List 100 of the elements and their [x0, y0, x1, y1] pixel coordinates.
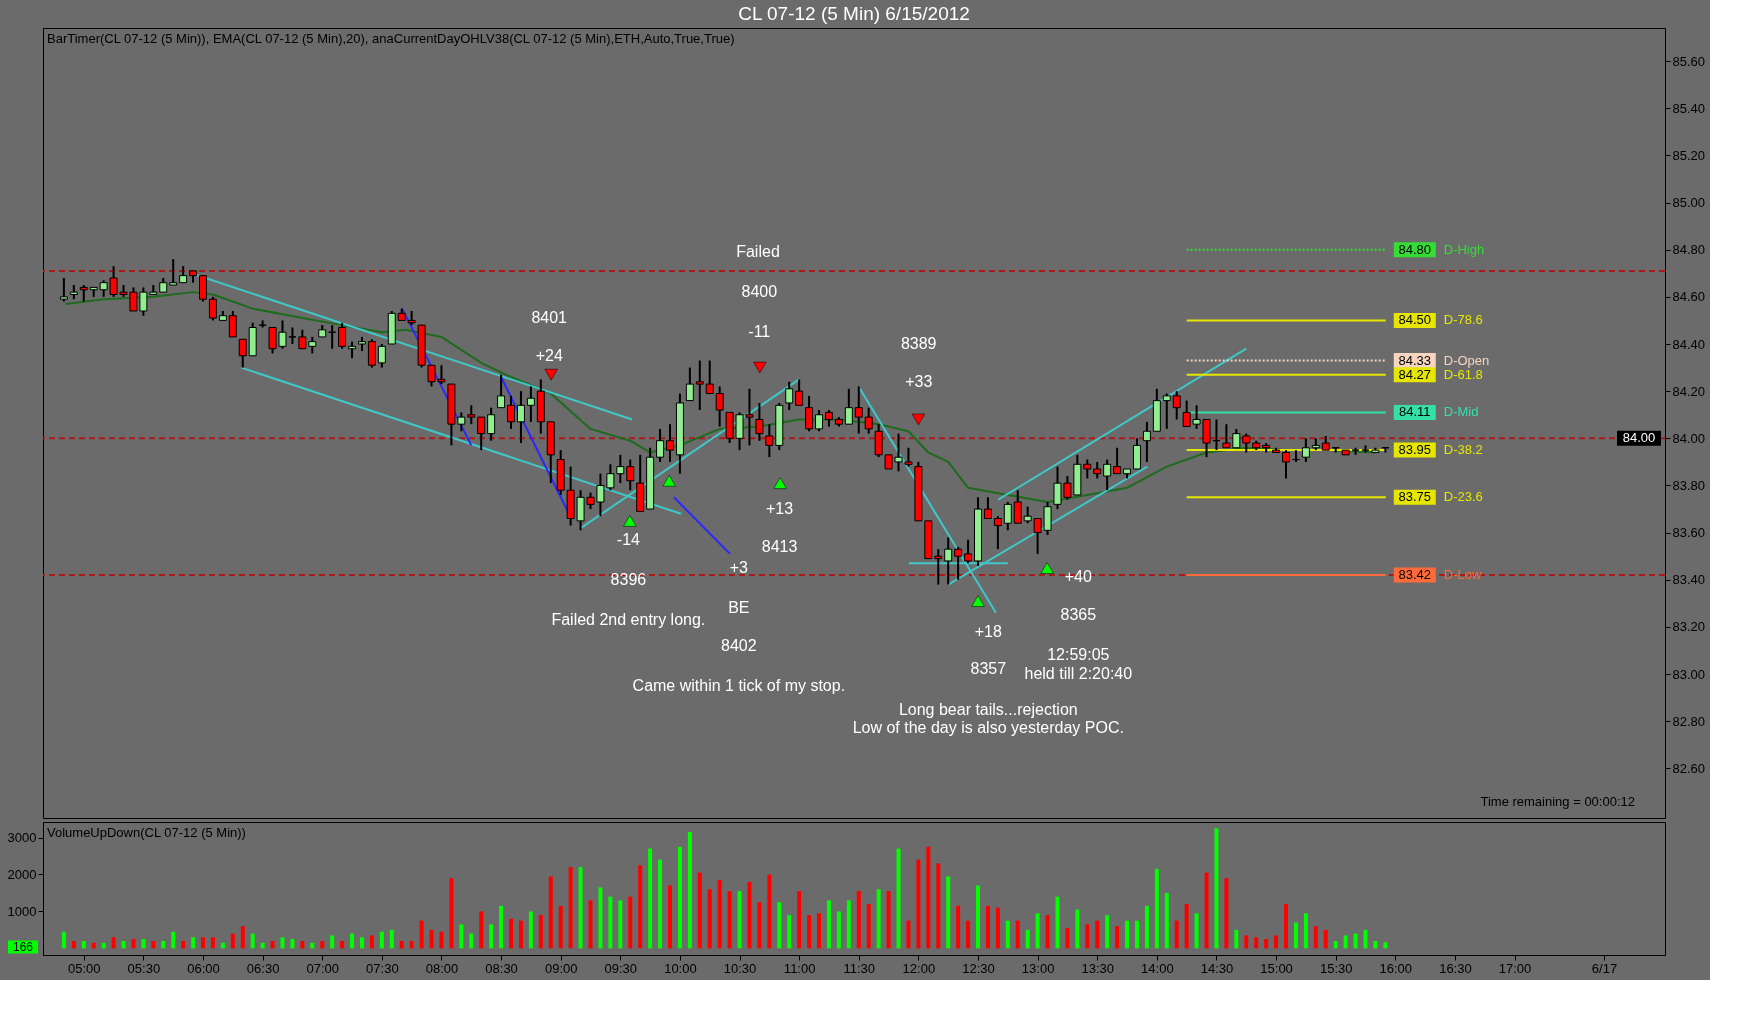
bar [817, 913, 822, 949]
bar [1303, 913, 1308, 949]
bar [846, 900, 851, 949]
x-tick-label: 15:30 [1319, 960, 1353, 976]
bar [1015, 920, 1020, 949]
legend-label: D-23.6 [1443, 489, 1483, 505]
annotation: Long bear tails...rejection [898, 700, 1078, 718]
bar [240, 926, 245, 949]
bar [558, 905, 563, 949]
bar [757, 902, 762, 949]
bar [1115, 926, 1120, 949]
candlestick [1172, 390, 1181, 421]
x-tick-label: 09:30 [604, 960, 638, 976]
bar [1075, 909, 1080, 949]
candlestick [993, 515, 1002, 551]
candlestick [1113, 446, 1122, 475]
annotation: 8400 [741, 283, 778, 301]
bar [1085, 924, 1090, 949]
bar [658, 859, 663, 949]
x-tick-label: 10:00 [664, 960, 697, 976]
bar [469, 933, 474, 949]
bar [995, 907, 1000, 949]
bar [578, 867, 583, 949]
point [753, 361, 767, 374]
candlestick [656, 427, 665, 463]
candlestick [477, 416, 486, 452]
annotation: 12:59:05 [1047, 646, 1110, 664]
y-tick-label: 83.20 [1672, 619, 1706, 635]
data-label: 83.95 [1398, 442, 1432, 458]
annotation: 8396 [610, 570, 647, 588]
bar [61, 931, 66, 949]
y-tick-label: 84.80 [1672, 242, 1706, 258]
bar [807, 915, 812, 949]
bar [131, 939, 136, 949]
bar [936, 863, 941, 949]
y-tick-label: 2000 [7, 866, 37, 882]
bar [369, 935, 374, 949]
candlestick [1162, 392, 1171, 430]
chart-title: CL 07-12 (5 Min) 6/15/2012 [738, 3, 970, 24]
candlestick [228, 309, 237, 338]
bar [985, 905, 990, 949]
bar [429, 929, 434, 949]
bar [1164, 892, 1169, 949]
bar [747, 881, 752, 949]
candlestick [954, 545, 963, 581]
candlestick [983, 496, 992, 520]
x-tick-label: 13:30 [1081, 960, 1114, 976]
bar [677, 846, 682, 949]
bar [350, 933, 355, 949]
bar [1323, 929, 1328, 949]
candlestick [288, 326, 297, 345]
bar [787, 915, 792, 949]
bar [1134, 920, 1139, 949]
bar [171, 931, 176, 949]
candlestick [964, 538, 973, 565]
bar [489, 924, 494, 949]
x-tick-label: 15:00 [1260, 960, 1293, 976]
bar [1005, 920, 1010, 949]
candlestick [507, 394, 516, 430]
annotation: Time remaining = 00:00:12 [1480, 794, 1635, 809]
annotation: Failed 2nd entry long. [551, 610, 706, 628]
candlestick [377, 343, 386, 369]
candlestick [805, 394, 814, 433]
annotation: Low of the day is also yesterday POC. [852, 719, 1124, 737]
bar [976, 885, 980, 949]
y-tick-label: 83.80 [1672, 477, 1706, 493]
candlestick [715, 385, 724, 428]
x-tick-label: 05:00 [68, 960, 101, 976]
annotation: BE [728, 599, 750, 617]
bar [161, 940, 166, 949]
x-tick-label: 05:30 [127, 960, 161, 976]
x-tick-label: 08:30 [485, 960, 518, 976]
annotation: 8389 [900, 335, 937, 352]
candlestick [169, 258, 178, 287]
bar [270, 940, 275, 949]
bar [340, 940, 345, 949]
bar [1214, 828, 1219, 949]
bar [836, 911, 841, 949]
bar [1025, 929, 1030, 949]
candlestick [59, 276, 68, 303]
bar [280, 937, 285, 949]
bar [1035, 913, 1040, 949]
bar [707, 889, 712, 949]
bar [201, 937, 205, 949]
candlestick [367, 338, 376, 369]
ref-line-label: 84.00 [1622, 430, 1656, 446]
bar [568, 867, 573, 949]
x-tick-label: 08:00 [425, 960, 459, 976]
bar [101, 942, 106, 949]
y-tick-label: 83.00 [1672, 666, 1706, 682]
bar [1174, 920, 1179, 949]
bar [141, 939, 146, 949]
bar [638, 865, 643, 949]
bar [479, 911, 484, 949]
bar [121, 940, 126, 949]
chart-title: VolumeUpDown(CL 07-12 (5 Min)) [47, 825, 246, 840]
bar [230, 933, 235, 949]
x-tick-label: 11:00 [783, 960, 816, 976]
bar [618, 900, 623, 949]
bar [598, 887, 603, 949]
